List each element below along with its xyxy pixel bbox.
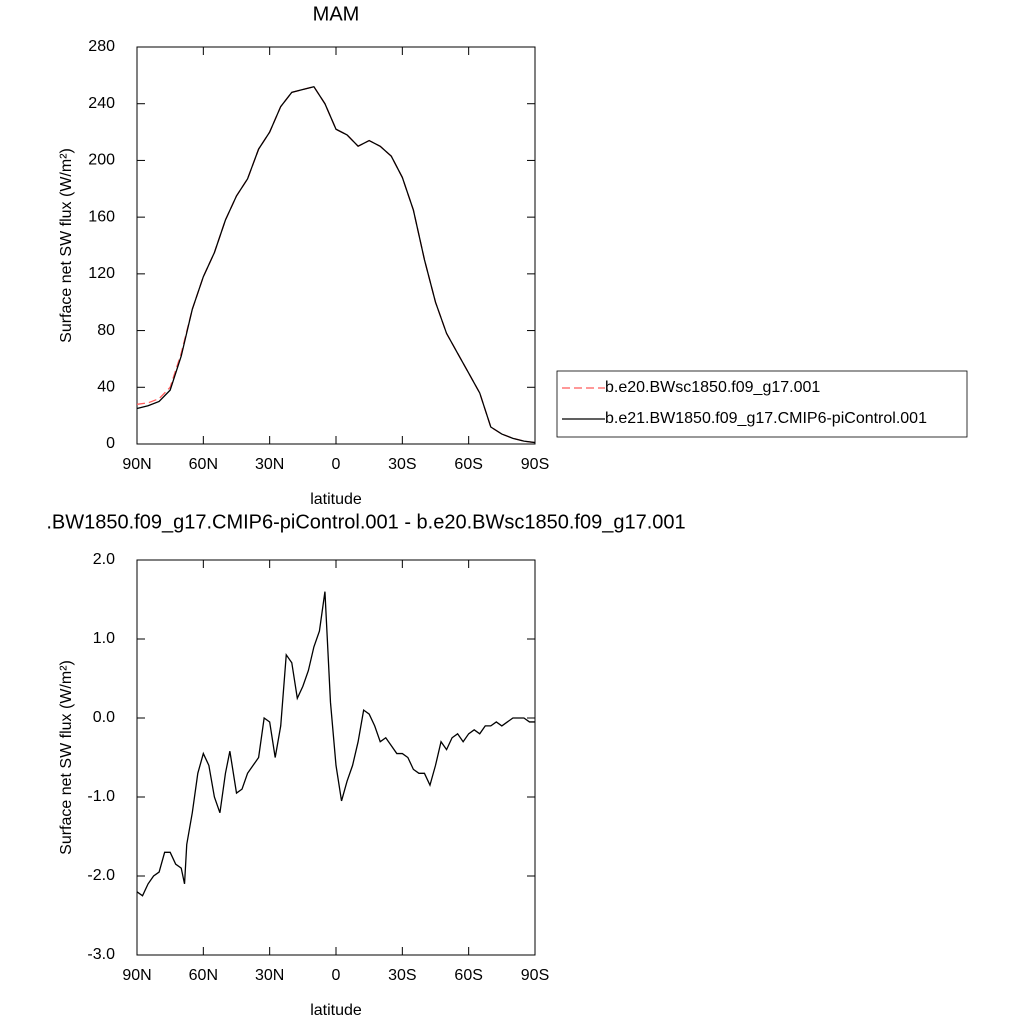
y-tick-label: 2.0 xyxy=(93,551,115,568)
y-axis-label: Surface net SW flux (W/m²) xyxy=(58,148,75,343)
x-tick-label: 90S xyxy=(521,967,549,984)
y-tick-label: -1.0 xyxy=(87,788,115,805)
x-tick-label: 60S xyxy=(454,967,482,984)
x-axis-label: latitude xyxy=(310,491,362,508)
y-tick-label: 160 xyxy=(88,208,115,225)
data-line xyxy=(136,85,536,444)
x-tick-label: 60S xyxy=(454,456,482,473)
data-line xyxy=(136,591,535,897)
y-tick-label: 280 xyxy=(88,38,115,55)
x-tick-label: 90N xyxy=(122,456,151,473)
legend-label: b.e20.BWsc1850.f09_g17.001 xyxy=(605,379,820,396)
x-axis-label: latitude xyxy=(310,1002,362,1019)
x-tick-label: 0 xyxy=(332,967,341,984)
x-tick-label: 90S xyxy=(521,456,549,473)
x-tick-label: 60N xyxy=(189,456,218,473)
y-tick-label: 200 xyxy=(88,152,115,169)
legend-box xyxy=(556,370,968,438)
y-tick-label: 240 xyxy=(88,95,115,112)
x-tick-label: 30N xyxy=(255,967,284,984)
y-tick-label: 120 xyxy=(88,265,115,282)
y-tick-label: -2.0 xyxy=(87,867,115,884)
y-tick-label: 80 xyxy=(97,322,115,339)
x-tick-label: 90N xyxy=(122,967,151,984)
y-tick-label: -3.0 xyxy=(87,946,115,963)
x-tick-label: 30S xyxy=(388,456,416,473)
x-tick-label: 0 xyxy=(332,456,341,473)
legend-label: b.e21.BW1850.f09_g17.CMIP6-piControl.001 xyxy=(605,410,927,427)
y-axis-label: Surface net SW flux (W/m²) xyxy=(58,660,75,855)
x-tick-label: 30N xyxy=(255,456,284,473)
y-tick-label: 0 xyxy=(106,435,115,452)
x-tick-label: 60N xyxy=(189,967,218,984)
x-tick-label: 30S xyxy=(388,967,416,984)
data-line xyxy=(136,85,536,444)
chart-title: MAM xyxy=(313,3,360,25)
plot-frame xyxy=(136,559,536,956)
chart-title: .BW1850.f09_g17.CMIP6-piControl.001 - b.… xyxy=(46,511,685,533)
y-tick-label: 40 xyxy=(97,379,115,396)
y-tick-label: 1.0 xyxy=(93,630,115,647)
y-tick-label: 0.0 xyxy=(93,709,115,726)
